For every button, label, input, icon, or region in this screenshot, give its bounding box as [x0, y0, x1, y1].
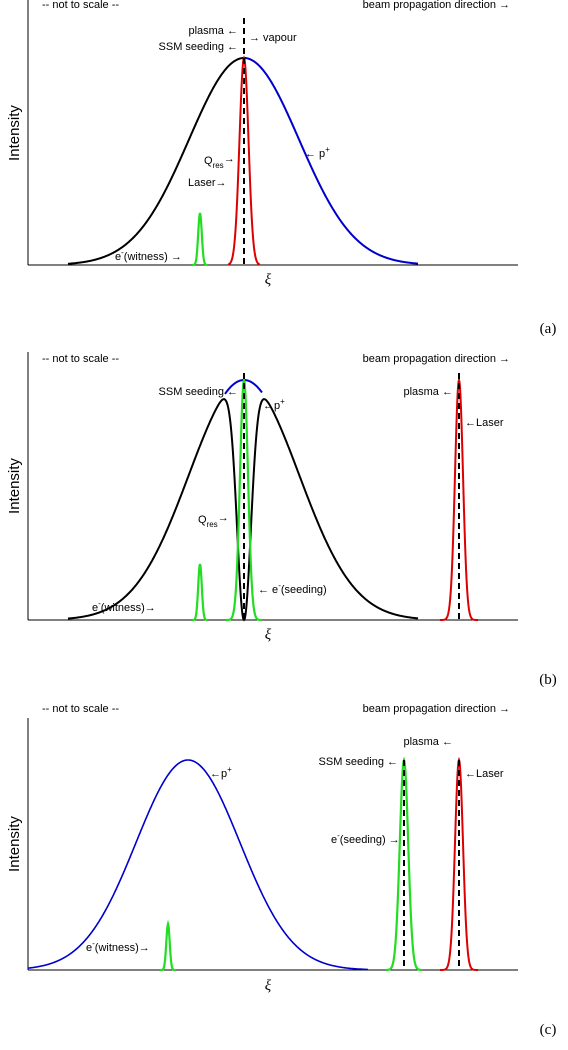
- panel-a-witness-label: e-(witness) →: [115, 248, 182, 263]
- panel-a-header-right: beam propagation direction →: [363, 0, 510, 11]
- panel-a-label: (a): [540, 321, 557, 337]
- panel-a-qres-label: Qres→: [204, 153, 235, 170]
- panel-b-label: (b): [539, 672, 557, 688]
- panel-c-header-right: beam propagation direction →: [363, 703, 510, 715]
- panel-c-witness-label: e-(witness)→: [86, 939, 150, 954]
- panel-c-seeding-label: e-(seeding) →: [331, 831, 400, 846]
- panel-c-y-label: Intensity: [6, 816, 23, 872]
- panel-c-electron-bunch-curves: [160, 756, 422, 972]
- panel-b-header-right: beam propagation direction →: [363, 353, 510, 365]
- panel-c-label: (c): [540, 1022, 557, 1038]
- panel-a-ssm-seeding-label: SSM seeding ←: [159, 41, 238, 53]
- panel-b-qres-label: Qres→: [198, 512, 229, 529]
- panel-b-plasma-label: plasma ←: [403, 386, 453, 398]
- panel-c-ssm-seeding-label: SSM seeding ←: [319, 756, 398, 768]
- panel-a-laser-label: Laser→: [188, 177, 227, 189]
- panel-b-seeding-label: ← e-(seeding): [258, 581, 327, 596]
- panel-b-laser-label: ←Laser: [465, 417, 504, 429]
- panel-c-proton-label: ←p+: [210, 765, 232, 780]
- panel-b: -- not to scale -- beam propagation dire…: [6, 352, 557, 688]
- panel-c: -- not to scale -- beam propagation dire…: [6, 703, 556, 1038]
- panel-c-header-left: -- not to scale --: [42, 703, 119, 715]
- panel-b-proton-label: ←p+: [263, 397, 285, 412]
- panel-a-x-label: ξ: [265, 272, 272, 288]
- panel-c-laser-label: ←Laser: [465, 768, 504, 780]
- panel-a-vapour-label: → vapour: [249, 32, 297, 44]
- panel-a-plasma-label: plasma ←: [188, 25, 238, 37]
- panel-b-x-label: ξ: [265, 627, 272, 643]
- panel-c-plasma-label: plasma ←: [403, 736, 453, 748]
- panel-b-witness-label: e-(witness)→: [92, 599, 156, 614]
- panel-a-header-left: -- not to scale --: [42, 0, 119, 11]
- panel-a-plasma-density-curve: [67, 57, 246, 265]
- panel-b-y-label: Intensity: [6, 458, 23, 514]
- panel-a-proton-beam-curve: [244, 57, 418, 265]
- panel-a-witness-electron-curve: [192, 212, 208, 267]
- panel-c-x-label: ξ: [265, 978, 272, 994]
- panel-b-ssm-seeding-label: SSM seeding ←: [159, 386, 238, 398]
- panel-a-proton-label: ← p+: [305, 145, 330, 160]
- panel-a-y-label: Intensity: [6, 105, 23, 161]
- panel-b-electron-bunch-curves: [192, 375, 262, 622]
- panel-b-header-left: -- not to scale --: [42, 353, 119, 365]
- panel-a: -- not to scale -- beam propagation dire…: [6, 0, 556, 337]
- panel-b-laser-pulse-curve: [440, 376, 478, 621]
- panel-c-proton-beam-curve: [27, 759, 368, 971]
